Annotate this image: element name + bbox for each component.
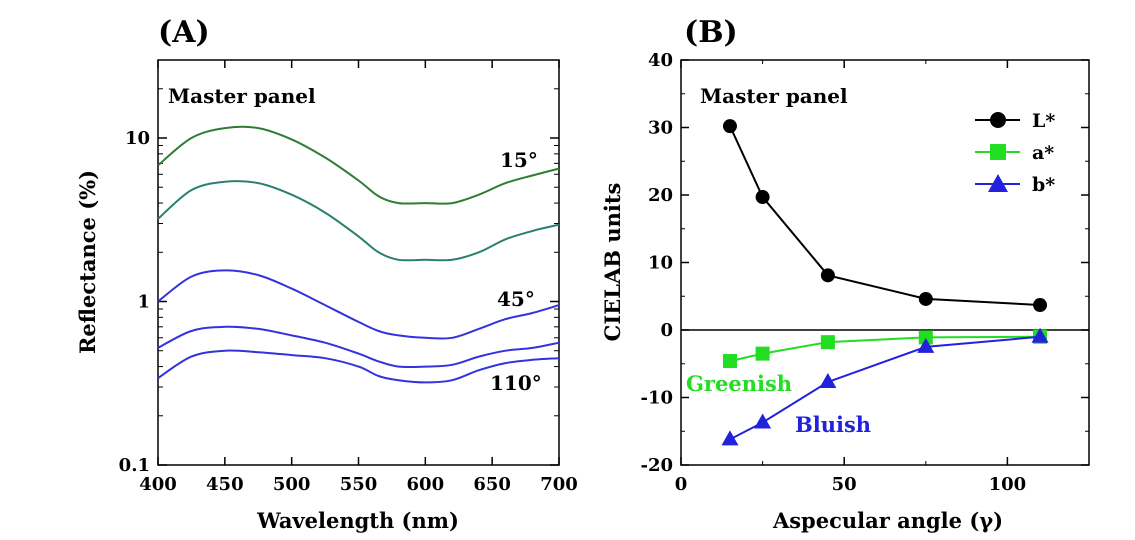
panel-b-y-tick-label: 10	[648, 253, 673, 274]
panel-b-x-tick-label: 50	[832, 474, 857, 495]
reflectance-curve-2	[157, 180, 560, 262]
panel-a-ticks: 400 450 500 550 600 650 700 0.1 1 10	[119, 60, 578, 495]
panel-b-x-axis-label: Aspecular angle (γ)	[772, 508, 1003, 533]
panel-a-x-tick-label: 400	[139, 474, 177, 495]
panel-a-x-axis-label: Wavelength (nm)	[256, 508, 459, 533]
panel-b: (B) 0 50 100 -20 -10 0 10 20 30 40 Master panel L…	[600, 15, 1090, 533]
panel-a-y-tick-label: 0.1	[119, 455, 150, 476]
point-l	[820, 268, 835, 283]
point-b	[754, 413, 772, 429]
point-l	[1033, 298, 1048, 313]
panel-b-y-tick-label: 20	[648, 185, 673, 206]
curve-label-110: 110°	[490, 371, 542, 395]
panel-b-y-axis-label: CIELAB units	[600, 183, 625, 342]
annotation-bluish: Bluish	[795, 412, 871, 437]
panel-b-ticks: 0 50 100 -20 -10 0 10 20 30 40	[640, 50, 1089, 495]
point-b	[1031, 327, 1049, 343]
point-b	[917, 337, 935, 353]
panel-a: (A) 400 450 500 550 600 650 700 0.1 1 10 Master p…	[75, 15, 578, 533]
panel-b-x-tick-label: 0	[675, 474, 688, 495]
panel-a-y-tick-label: 1	[137, 292, 150, 313]
panel-b-annotation: Master panel	[700, 84, 848, 108]
curve-label-15: 15°	[500, 148, 538, 172]
panel-b-legend: L* a* b*	[975, 110, 1055, 196]
panel-a-y-axis-label: Reflectance (%)	[75, 170, 100, 354]
annotation-greenish: Greenish	[686, 371, 792, 396]
point-a	[918, 330, 933, 345]
point-a	[820, 335, 835, 350]
panel-a-x-tick-label: 550	[340, 474, 378, 495]
point-b	[819, 372, 837, 388]
panel-a-series	[157, 125, 560, 384]
panel-a-x-tick-label: 450	[206, 474, 244, 495]
curve-label-45: 45°	[497, 287, 535, 311]
point-l	[755, 190, 770, 205]
panel-b-y-tick-label: 30	[648, 118, 673, 139]
panel-a-plot-frame	[157, 59, 560, 466]
panel-b-y-tick-label: -20	[640, 455, 673, 476]
point-a	[755, 346, 770, 361]
legend-marker-l	[990, 112, 1006, 128]
panel-b-y-tick-label: -10	[640, 388, 673, 409]
legend-marker-b	[988, 174, 1008, 192]
reflectance-curve-4	[157, 325, 560, 369]
panel-a-y-tick-label: 10	[125, 128, 150, 149]
panel-a-label: (A)	[158, 15, 210, 50]
panel-b-y-tick-label: 40	[648, 50, 673, 71]
legend-label-l: L*	[1032, 110, 1055, 132]
point-l	[918, 291, 933, 306]
panel-b-y-tick-label: 0	[660, 320, 673, 341]
point-a	[722, 354, 737, 369]
legend-marker-a	[990, 144, 1006, 160]
panel-b-label: (B)	[684, 15, 738, 50]
panel-a-x-tick-label: 700	[540, 474, 578, 495]
reflectance-curve-5	[157, 349, 560, 384]
legend-label-a: a*	[1032, 142, 1054, 164]
point-b	[721, 430, 739, 446]
panel-a-x-tick-label: 500	[273, 474, 311, 495]
panel-b-plot-frame	[680, 59, 1090, 466]
panel-a-annotation: Master panel	[168, 84, 316, 108]
panel-a-x-tick-label: 650	[473, 474, 511, 495]
reflectance-curve-1	[157, 125, 560, 205]
legend-label-b: b*	[1032, 174, 1055, 196]
panel-b-series	[721, 119, 1049, 446]
panel-a-x-tick-label: 600	[407, 474, 445, 495]
point-l	[722, 119, 737, 134]
panel-b-x-tick-label: 100	[989, 474, 1027, 495]
reflectance-curve-3	[157, 269, 560, 340]
